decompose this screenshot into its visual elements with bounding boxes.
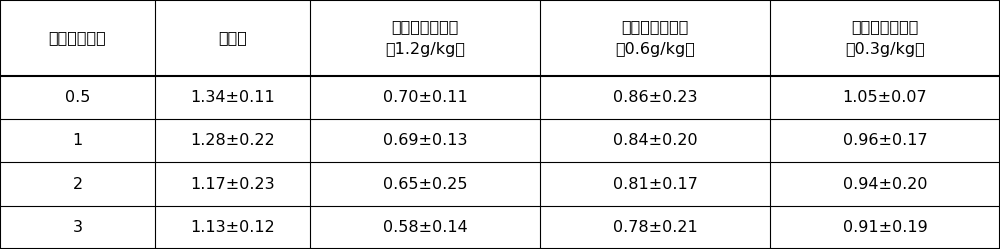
Text: 0.65±0.25: 0.65±0.25 xyxy=(383,177,467,191)
Text: 0.96±0.17: 0.96±0.17 xyxy=(843,133,927,148)
Text: 0.91±0.19: 0.91±0.19 xyxy=(843,220,927,235)
Text: 1.05±0.07: 1.05±0.07 xyxy=(843,90,927,105)
Text: 3: 3 xyxy=(72,220,82,235)
Text: 时间（小时）: 时间（小时） xyxy=(49,30,106,46)
Text: 0.94±0.20: 0.94±0.20 xyxy=(843,177,927,191)
Text: 0.78±0.21: 0.78±0.21 xyxy=(613,220,697,235)
Text: 对照组: 对照组 xyxy=(218,30,247,46)
Text: 2: 2 xyxy=(72,177,83,191)
Text: 1: 1 xyxy=(72,133,83,148)
Text: 0.58±0.14: 0.58±0.14 xyxy=(383,220,467,235)
Text: 本发明低剂量组
（0.3g/kg）: 本发明低剂量组 （0.3g/kg） xyxy=(845,19,925,57)
Text: 0.84±0.20: 0.84±0.20 xyxy=(613,133,697,148)
Text: 0.5: 0.5 xyxy=(65,90,90,105)
Text: 1.34±0.11: 1.34±0.11 xyxy=(190,90,275,105)
Text: 本发明高剂量组
（1.2g/kg）: 本发明高剂量组 （1.2g/kg） xyxy=(385,19,465,57)
Text: 本发明中剂量组
（0.6g/kg）: 本发明中剂量组 （0.6g/kg） xyxy=(615,19,695,57)
Text: 0.81±0.17: 0.81±0.17 xyxy=(613,177,697,191)
Text: 0.69±0.13: 0.69±0.13 xyxy=(383,133,467,148)
Text: 0.70±0.11: 0.70±0.11 xyxy=(383,90,467,105)
Text: 0.86±0.23: 0.86±0.23 xyxy=(613,90,697,105)
Text: 1.28±0.22: 1.28±0.22 xyxy=(190,133,275,148)
Text: 1.17±0.23: 1.17±0.23 xyxy=(190,177,275,191)
Text: 1.13±0.12: 1.13±0.12 xyxy=(190,220,275,235)
